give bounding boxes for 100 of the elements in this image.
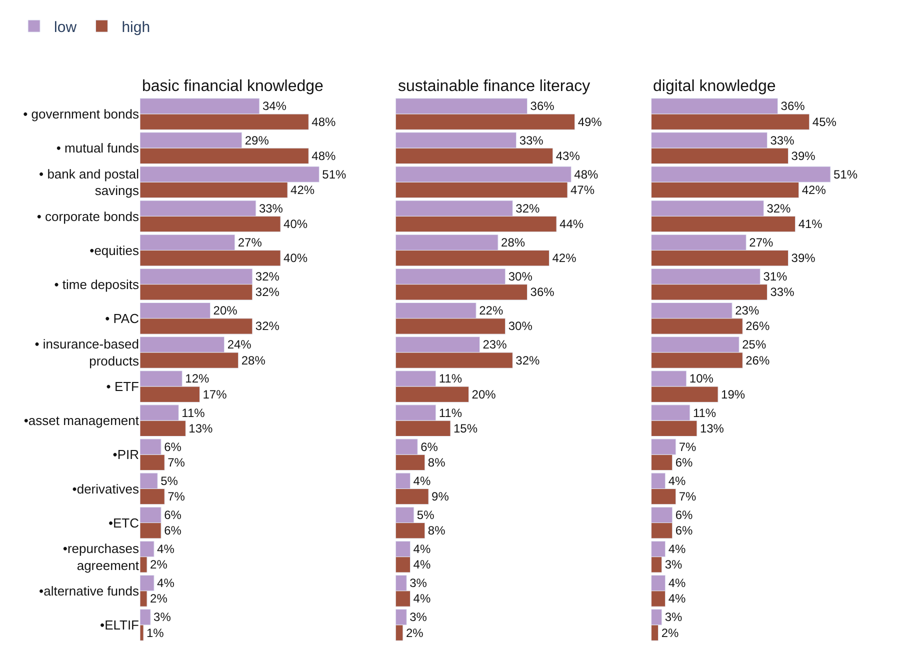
chart-title: basic financial knowledge <box>142 78 324 95</box>
data-label: 6% <box>164 524 182 538</box>
legend-label: high <box>122 18 150 36</box>
data-label: 48% <box>312 148 336 163</box>
data-label: 32% <box>255 270 280 284</box>
data-label: 4% <box>668 576 686 590</box>
data-label: 8% <box>428 524 446 538</box>
data-label: 7% <box>168 455 186 470</box>
data-label: 44% <box>560 217 584 232</box>
data-label: 19% <box>721 387 746 402</box>
data-label: 2% <box>661 626 679 640</box>
data-label: 26% <box>746 353 770 368</box>
data-label: 33% <box>770 133 795 148</box>
y-tick-label: •PIR <box>112 447 139 462</box>
data-label: 36% <box>530 285 555 300</box>
y-tick-label: •asset management <box>24 413 140 428</box>
data-label: 4% <box>413 542 431 556</box>
data-label: 7% <box>678 440 697 454</box>
data-label: 4% <box>668 542 686 556</box>
data-label: 6% <box>675 455 694 470</box>
data-label: 27% <box>238 235 262 250</box>
chart-title: digital knowledge <box>653 78 776 95</box>
data-label: 9% <box>432 490 450 504</box>
data-label: 3% <box>154 610 172 624</box>
data-label: 13% <box>700 421 724 436</box>
y-tick-label: •repurchases agreement <box>62 540 140 573</box>
data-label: 22% <box>479 304 504 318</box>
data-label: 45% <box>812 114 837 129</box>
data-label: 39% <box>791 251 816 266</box>
data-label: 39% <box>791 148 816 163</box>
data-label: 11% <box>438 406 462 420</box>
data-label: 15% <box>453 421 478 436</box>
data-label: 33% <box>519 133 544 148</box>
data-label: 17% <box>202 387 228 402</box>
data-label: 42% <box>552 251 577 266</box>
data-label: 4% <box>413 474 431 488</box>
data-label: 8% <box>428 455 446 470</box>
y-tick-label: • ETF <box>106 379 140 394</box>
y-tick-label: • insurance-based products <box>34 336 140 368</box>
data-label: 24% <box>227 338 252 352</box>
data-label: 4% <box>668 592 686 606</box>
data-label: 31% <box>763 270 788 284</box>
data-label: 3% <box>664 558 683 572</box>
y-tick-label: •ELTIF <box>100 618 140 633</box>
data-label: 26% <box>746 319 770 334</box>
data-label: 40% <box>284 217 308 232</box>
data-label: 43% <box>556 148 580 163</box>
data-label: 6% <box>420 440 438 454</box>
data-label: 5% <box>416 508 435 522</box>
data-label: 51% <box>322 167 347 182</box>
data-label: 2% <box>150 558 168 572</box>
data-label: 30% <box>508 319 533 334</box>
data-label: 20% <box>213 304 238 318</box>
data-label: 6% <box>675 508 694 522</box>
data-label: 23% <box>735 304 760 318</box>
data-label: 5% <box>160 474 178 488</box>
y-tick-label: • mutual funds <box>56 140 140 156</box>
data-label: 42% <box>802 182 826 197</box>
y-tick-label: • bank and postal savings <box>39 166 140 198</box>
y-tick-label: • corporate bonds <box>36 208 140 224</box>
data-label: 42% <box>290 182 315 197</box>
y-tick-label: •ETC <box>108 515 139 530</box>
data-label: 11% <box>182 406 206 420</box>
data-label: 12% <box>185 372 210 386</box>
data-label: 3% <box>410 610 428 624</box>
data-label: 28% <box>501 235 526 250</box>
y-tick-label: •derivatives <box>72 481 140 496</box>
data-label: 48% <box>312 114 336 129</box>
data-label: 33% <box>258 201 284 216</box>
y-tick-label: • time deposits <box>54 276 140 292</box>
data-label: 4% <box>413 592 431 606</box>
data-label: 4% <box>668 474 686 488</box>
data-label: 11% <box>438 372 462 386</box>
data-label: 7% <box>678 490 697 504</box>
y-tick-label: •alternative funds <box>39 583 140 598</box>
data-label: 32% <box>766 201 792 216</box>
y-tick-label: • government bonds <box>23 106 140 122</box>
data-label: 32% <box>255 319 280 334</box>
data-label: 6% <box>164 508 182 522</box>
data-label: 23% <box>482 338 508 352</box>
data-label: 25% <box>742 338 766 352</box>
data-label: 40% <box>284 251 308 266</box>
data-label: 32% <box>516 353 540 368</box>
data-label: 32% <box>255 285 280 300</box>
data-label: 2% <box>150 592 168 606</box>
data-label: 34% <box>262 99 287 114</box>
y-tick-label: • PAC <box>105 310 139 326</box>
data-label: 11% <box>692 406 716 420</box>
data-label: 47% <box>570 182 595 197</box>
y-tick-label: •equities <box>90 242 140 258</box>
data-label: 41% <box>798 217 823 232</box>
data-label: 29% <box>244 133 270 148</box>
data-label: 30% <box>508 270 533 284</box>
data-label: 6% <box>675 524 694 538</box>
data-label: 4% <box>157 542 175 556</box>
data-label: 10% <box>689 372 714 386</box>
data-label: 6% <box>164 440 182 454</box>
data-label: 48% <box>574 167 599 182</box>
data-label: 36% <box>530 99 555 114</box>
data-label: 3% <box>664 610 683 624</box>
